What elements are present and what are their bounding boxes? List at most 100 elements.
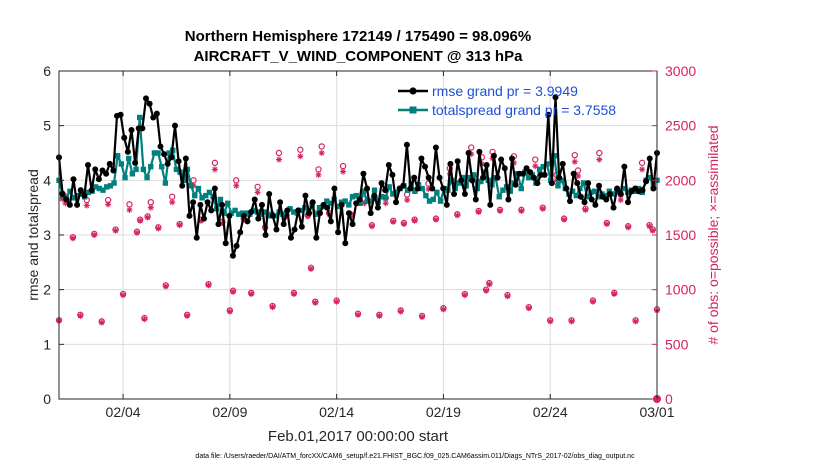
rmse-point: [422, 163, 429, 170]
obs-assimilated-point: [646, 223, 653, 230]
rmse-point: [266, 191, 273, 197]
spread-point: [577, 185, 583, 192]
rmse-point: [204, 199, 211, 206]
y-tick-label: 1: [43, 336, 51, 352]
rmse-point: [541, 171, 548, 178]
obs-assimilated-point: [547, 318, 554, 325]
rmse-point: [559, 160, 566, 167]
rmse-point: [469, 177, 476, 184]
spread-point: [580, 180, 587, 186]
x-tick-label: 02/04: [106, 404, 141, 420]
rmse-point: [432, 144, 439, 151]
rmse-point: [581, 199, 588, 206]
obs-assimilated-point: [411, 217, 418, 224]
rmse-point: [219, 201, 226, 208]
rmse-point: [527, 169, 534, 176]
spread-point: [467, 174, 473, 181]
spread-point: [349, 194, 356, 200]
spread-point: [173, 166, 180, 173]
obs-assimilated-point: [77, 312, 84, 319]
chart-title: Northern Hemisphere 172149 / 175490 = 98…: [185, 28, 531, 45]
obs-assimilated-point: [532, 163, 539, 170]
rmse-point: [70, 176, 77, 183]
rmse-point: [150, 114, 157, 121]
x-tick-label: 02/09: [212, 404, 247, 420]
rmse-point: [269, 212, 276, 219]
obs-assimilated-point: [611, 291, 618, 298]
obs-assimilated-point: [340, 168, 347, 175]
rmse-point: [472, 196, 479, 203]
spread-point: [496, 194, 502, 200]
rmse-point: [411, 174, 418, 181]
obs-assimilated-point: [475, 209, 482, 216]
spread-point: [536, 166, 543, 173]
spread-point: [159, 163, 165, 170]
spread-point: [96, 185, 103, 192]
y-tick-label: 0: [43, 391, 51, 407]
rmse-point: [157, 143, 164, 150]
rmse-point: [403, 141, 410, 148]
obs-assimilated-point: [333, 298, 340, 305]
spread-point: [591, 188, 598, 194]
spread-point: [346, 202, 352, 208]
obs-assimilated-point: [539, 205, 546, 212]
obs-assimilated-point: [382, 200, 389, 207]
obs-assimilated-point: [162, 283, 169, 290]
rmse-point: [378, 180, 385, 187]
obs-assimilated-point: [639, 166, 646, 173]
x-tick-label: 02/24: [533, 404, 568, 420]
rmse-point: [646, 155, 653, 162]
rmse-point: [356, 196, 363, 203]
obs-assimilated-point: [269, 304, 276, 311]
rmse-point: [233, 242, 240, 249]
rmse-point: [200, 215, 207, 222]
rmse-point: [258, 201, 265, 208]
obs-assimilated-point: [440, 306, 447, 313]
spread-point: [313, 211, 319, 217]
rmse-point: [251, 196, 258, 203]
obs-assimilated-point: [169, 199, 176, 206]
y-tick-label: 4: [43, 172, 51, 188]
rmse-point: [458, 177, 465, 184]
rmse-point: [501, 165, 508, 172]
spread-point: [646, 174, 653, 181]
spread-point: [70, 195, 77, 201]
rmse-point: [603, 196, 610, 203]
rmse-point: [487, 201, 494, 208]
rmse-point: [606, 191, 613, 197]
y2-tick-label: 1500: [665, 227, 696, 243]
rmse-point: [103, 170, 110, 177]
obs-possible-point: [638, 159, 646, 167]
x-axis-label: Feb.01,2017 00:00:00 start: [268, 428, 449, 445]
spread-point: [126, 155, 132, 162]
rmse-point: [534, 180, 541, 187]
rmse-point: [574, 180, 581, 187]
rmse-point: [498, 156, 505, 163]
spread-point: [144, 174, 150, 181]
obs-possible-point: [339, 162, 347, 170]
obs-possible-point: [168, 193, 176, 200]
rmse-point: [139, 125, 146, 132]
rmse-point: [331, 185, 338, 192]
rmse-point: [592, 201, 599, 208]
spread-point: [525, 174, 532, 181]
spread-point: [353, 192, 359, 199]
obs-possible-point: [571, 151, 578, 159]
obs-assimilated-point: [483, 287, 490, 294]
rmse-point: [509, 155, 516, 162]
spread-point: [540, 163, 546, 170]
rmse-point: [193, 234, 200, 241]
rmse-point: [610, 204, 617, 211]
rmse-point: [465, 150, 472, 156]
rmse-point: [327, 218, 334, 225]
rmse-point: [625, 199, 632, 206]
rmse-point: [273, 226, 280, 233]
rmse-point: [182, 155, 189, 162]
obs-assimilated-point: [497, 207, 504, 214]
obs-assimilated-point: [574, 172, 581, 179]
spread-point: [573, 192, 579, 199]
obs-assimilated-point: [419, 314, 426, 320]
spread-point: [412, 188, 418, 194]
legend-spread-marker: [409, 106, 417, 114]
